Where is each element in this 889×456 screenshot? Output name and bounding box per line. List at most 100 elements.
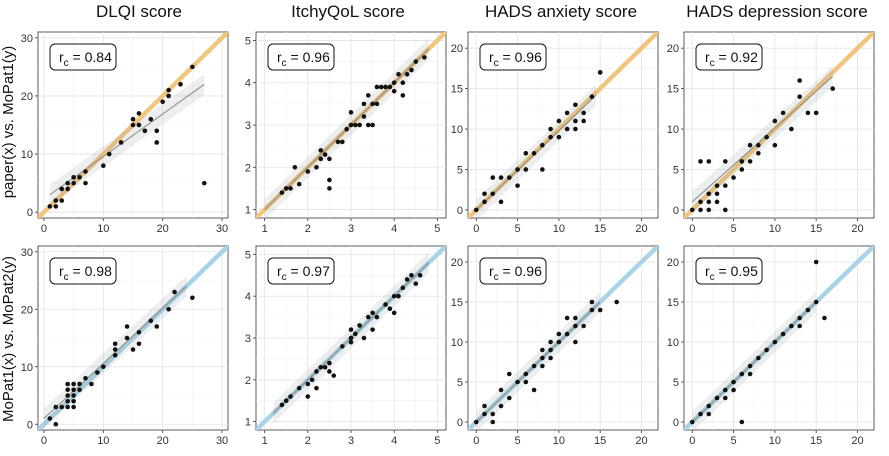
panel-5-point: [348, 327, 354, 332]
panel-6-point: [581, 323, 586, 329]
panel-1-point: [318, 148, 324, 153]
panel-2-point: [548, 126, 553, 132]
panel-4-rc-label: rc = 0.98: [59, 263, 112, 283]
panel-2-point: [523, 151, 529, 156]
panel-6-xtick-label: 10: [553, 435, 565, 447]
panel-0-point: [47, 204, 53, 209]
panel-2-point: [523, 167, 529, 172]
panel-6-point: [548, 355, 553, 361]
panel-4-point: [53, 404, 59, 410]
panel-3-xtick-label: 0: [689, 223, 695, 235]
panel-5-point: [309, 377, 315, 383]
column-title-hads-anxiety: HADS anxiety score: [484, 2, 638, 21]
panel-4-point: [190, 295, 195, 301]
panel-3-point: [714, 183, 720, 188]
panel-6-point: [498, 403, 504, 409]
panel-6-ytick-label: 20: [451, 257, 463, 269]
panel-1-point: [305, 169, 311, 174]
panel-3-point: [756, 151, 761, 156]
panel-2-point: [556, 134, 562, 140]
panel-3-point: [780, 110, 786, 116]
panel-5-point: [365, 314, 371, 320]
panel-1-point: [391, 88, 397, 94]
panel-4-point: [124, 324, 130, 329]
panel-2-point: [581, 110, 586, 116]
panel-1-xtick-label: 5: [434, 223, 440, 235]
panel-3-ytick-label: 5: [673, 164, 679, 176]
panel-5-point: [370, 310, 375, 316]
panel-4-point: [112, 347, 118, 352]
panel-0-point: [154, 140, 160, 145]
panel-1-point: [361, 114, 367, 119]
panel-3-point: [706, 159, 712, 164]
panel-2-point: [597, 70, 603, 75]
panel-3-fit-line: [691, 76, 834, 203]
panel-7-point: [797, 315, 802, 321]
panel-1-xtick-label: 3: [348, 223, 354, 235]
panel-1-point: [365, 93, 371, 98]
panel-1-point: [413, 59, 419, 64]
panel-7-point: [698, 411, 703, 417]
panel-2-point: [498, 199, 504, 205]
panel-6-xtick-label: 15: [594, 435, 606, 447]
panel-1-point: [314, 164, 319, 170]
panel-2-point: [490, 191, 496, 197]
panel-0-point: [77, 175, 82, 180]
panel-3-point: [706, 191, 712, 197]
panel-1-point: [322, 152, 328, 157]
panel-6-point: [540, 355, 545, 361]
panel-2-point: [573, 126, 578, 132]
panel-7-xtick-label: 5: [731, 435, 737, 447]
panel-0-point: [160, 99, 165, 105]
panel-4-point: [77, 387, 82, 393]
panel-0-point: [53, 198, 59, 203]
panel-5-point: [383, 302, 388, 307]
panel-4-point: [89, 381, 94, 387]
panel-5-point: [370, 327, 375, 332]
panel-4-identity-line: [38, 246, 228, 430]
panel-6-point: [540, 363, 545, 369]
panel-5-ytick-label: 2: [245, 375, 251, 387]
panel-3-xtick-label: 20: [851, 223, 863, 235]
panel-3-xtick-label: 10: [769, 223, 781, 235]
panel-6-point: [589, 299, 595, 305]
panel-7-point: [739, 371, 745, 377]
panel-1-point: [374, 101, 380, 107]
panel-4-ytick-label: 0: [27, 419, 33, 431]
panel-7-point: [706, 403, 712, 409]
panel-0-ytick-label: 10: [21, 149, 33, 161]
panel-3-point: [747, 142, 753, 148]
panel-5-xtick-label: 1: [262, 435, 268, 447]
panel-3-point: [698, 199, 703, 205]
panel-2-point: [548, 134, 553, 140]
panel-1-point: [387, 84, 393, 90]
panel-3-point: [813, 110, 819, 116]
panel-6-point: [523, 371, 529, 377]
panel-6-xtick-label: 5: [515, 435, 521, 447]
panel-1-point: [409, 67, 414, 73]
panel-3-point: [706, 207, 712, 213]
panel-5-point: [327, 369, 332, 374]
panel-7-point: [822, 315, 827, 321]
panel-5-point: [361, 335, 367, 341]
panel-7-point: [723, 387, 728, 393]
panel-3-point: [830, 86, 835, 91]
panel-4-point: [59, 404, 65, 410]
panel-2-point: [507, 175, 512, 180]
panel-5-ytick-label: 5: [245, 249, 251, 261]
panel-0-xtick-label: 30: [216, 223, 228, 235]
panel-3-point: [805, 110, 811, 116]
panel-0-xtick-label: 0: [41, 223, 47, 235]
panel-5-point: [391, 310, 397, 316]
panel-2-point: [564, 126, 570, 132]
panel-1-point: [327, 156, 332, 162]
panel-7-point: [739, 419, 745, 425]
panel-0-point: [166, 93, 171, 99]
panel-2-ytick-label: 15: [451, 84, 463, 96]
panel-6-point: [515, 379, 520, 385]
panel-1-point: [370, 101, 375, 107]
panel-7-point: [813, 299, 819, 305]
panel-1-ytick-label: 4: [245, 78, 251, 90]
panel-6-point: [564, 331, 570, 337]
